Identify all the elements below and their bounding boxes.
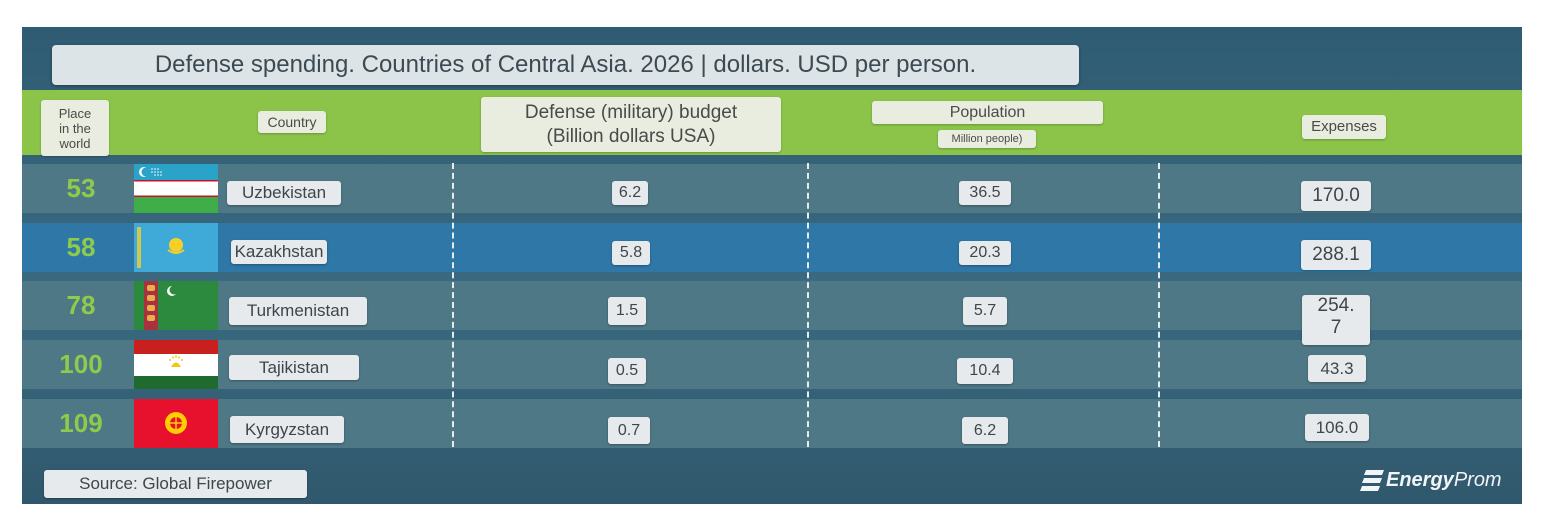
country-name: Tajikistan (229, 355, 359, 380)
logo-text-bold: Energy (1386, 469, 1454, 491)
rank-value: 58 (66, 232, 96, 262)
logo-text-light: Prom (1453, 469, 1502, 491)
infographic-card: Defense spending. Countries of Central A… (22, 27, 1522, 504)
rank-value: 78 (66, 290, 96, 320)
table-row: 53 Uzbekistan 6.2 36.5 170.0 (22, 164, 1522, 213)
rank-value: 109 (59, 408, 103, 438)
header-expenses: Expenses (1302, 115, 1386, 139)
country-name: Turkmenistan (229, 297, 367, 325)
expenses-value: 288.1 (1301, 240, 1371, 270)
kazakhstan-flag-icon (134, 223, 218, 272)
country-name: Kazakhstan (231, 240, 327, 264)
population-value: 6.2 (962, 417, 1008, 444)
header-budget: Defense (military) budget (Billion dolla… (481, 97, 781, 152)
table-row: 58 Kazakhstan 5.8 20.3 288.1 (22, 223, 1522, 272)
budget-value: 0.5 (608, 358, 646, 384)
expenses-value: 106.0 (1305, 414, 1369, 441)
header-place: Place in the world (41, 100, 109, 156)
population-value: 5.7 (963, 297, 1007, 325)
tajikistan-flag-icon (134, 340, 218, 389)
budget-value: 1.5 (608, 297, 646, 325)
population-value: 10.4 (957, 358, 1013, 384)
budget-value: 5.8 (612, 241, 650, 265)
uzbekistan-flag-icon (134, 164, 218, 213)
column-divider (1158, 163, 1160, 447)
table-row: 109 Kyrgyzstan 0.7 6.2 106.0 (22, 399, 1522, 448)
budget-value: 0.7 (608, 417, 650, 444)
source-note: Source: Global Firepower (44, 470, 307, 498)
header-population-unit: Million people) (938, 130, 1036, 148)
population-value: 20.3 (959, 241, 1011, 265)
column-divider (807, 163, 809, 447)
country-name: Uzbekistan (227, 181, 341, 205)
population-value: 36.5 (959, 181, 1011, 205)
table-header: Place in the world Country Defense (mili… (22, 90, 1522, 156)
country-name: Kyrgyzstan (230, 416, 344, 443)
expenses-value: 254. 7 (1302, 295, 1370, 345)
rank-value: 100 (59, 349, 103, 379)
column-divider (452, 163, 454, 447)
chart-title: Defense spending. Countries of Central A… (52, 45, 1079, 85)
table-row: 100 Tajikistan 0.5 10.4 43.3 (22, 340, 1522, 389)
rank-value: 53 (66, 173, 96, 203)
expenses-value: 170.0 (1301, 181, 1371, 211)
kyrgyzstan-flag-icon (134, 399, 218, 448)
table-row: 78 Turkmenistan 1.5 5.7 254. 7 (22, 281, 1522, 345)
logo-mark-icon (1360, 470, 1384, 491)
header-country: Country (258, 111, 326, 133)
budget-value: 6.2 (612, 181, 648, 205)
energyprom-logo: Energy Prom (1360, 463, 1510, 497)
header-population: Population (872, 101, 1103, 124)
expenses-value: 43.3 (1308, 355, 1366, 382)
turkmenistan-flag-icon (134, 281, 218, 330)
